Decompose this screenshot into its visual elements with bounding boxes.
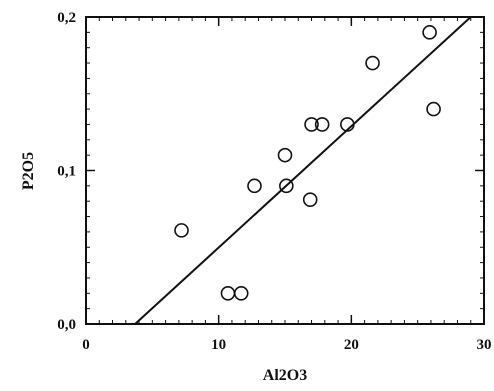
x-axis-title: Al2O3: [263, 367, 307, 384]
tick-labels: 0 10 20 30 0,0 0,1 0,2: [57, 10, 491, 353]
data-point: [314, 117, 330, 132]
data-point: [277, 147, 293, 163]
data-point: [302, 192, 318, 207]
x-tick-label: 10: [211, 337, 226, 353]
y-axis-title: P2O5: [20, 152, 37, 190]
plot-frame: [85, 16, 485, 325]
x-tick-label: 20: [344, 337, 359, 353]
y-tick-label: 0,2: [57, 10, 76, 26]
data-point: [304, 117, 319, 132]
minor-ticks: [85, 16, 485, 325]
y-tick-label: 0,0: [57, 317, 76, 333]
data-point: [426, 101, 441, 117]
trend-line: [134, 16, 472, 325]
data-point: [247, 178, 262, 194]
data-point: [422, 25, 437, 40]
data-point: [174, 223, 189, 238]
data-point: [233, 285, 249, 301]
data-point: [279, 178, 294, 194]
x-tick-label: 30: [477, 337, 492, 353]
data-point: [365, 55, 380, 71]
x-tick-label: 0: [82, 337, 90, 353]
data-point: [340, 117, 355, 132]
y-tick-label: 0,1: [57, 164, 76, 180]
major-ticks: [85, 16, 485, 325]
data-points: [174, 25, 441, 301]
trend-line-group: [134, 16, 472, 325]
data-point: [220, 285, 236, 301]
